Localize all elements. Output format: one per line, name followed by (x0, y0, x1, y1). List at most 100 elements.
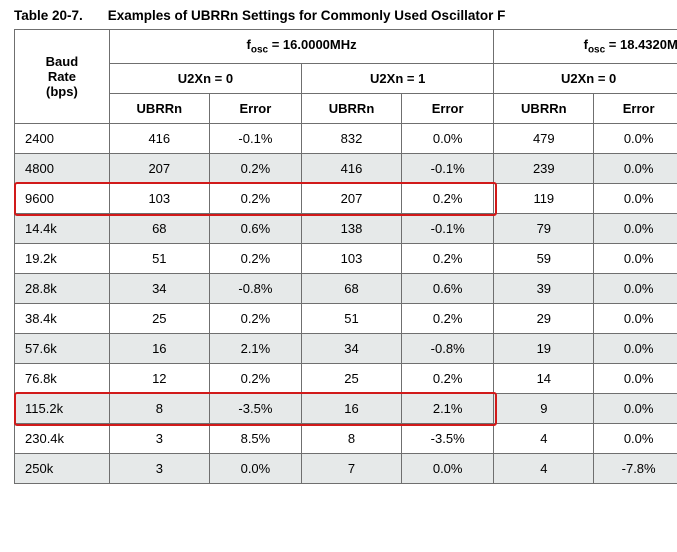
value-cell: 0.2% (402, 363, 494, 393)
viewport: { "title_label": "Table 20-7.", "title_t… (0, 0, 677, 552)
value-cell: 8 (109, 393, 209, 423)
value-cell: 0.2% (209, 243, 301, 273)
value-cell: 138 (302, 213, 402, 243)
col-ubrr-0: UBRRn (109, 93, 209, 123)
baud-cell: 14.4k (15, 213, 110, 243)
value-cell: 0.0% (402, 123, 494, 153)
baud-cell: 19.2k (15, 243, 110, 273)
value-cell: -0.8% (209, 273, 301, 303)
value-cell: 239 (494, 153, 594, 183)
value-cell: 0.0% (594, 333, 677, 363)
table-number: Table 20-7. (14, 8, 104, 23)
value-cell: 8.5% (209, 423, 301, 453)
u2x-0: U2Xn = 0 (109, 63, 301, 93)
value-cell: 0.2% (402, 303, 494, 333)
value-cell: 2.1% (209, 333, 301, 363)
table-row: 28.8k34-0.8%680.6%390.0%79 (15, 273, 677, 303)
col-err-2: Error (594, 93, 677, 123)
table-row: 57.6k162.1%34-0.8%190.0%39 (15, 333, 677, 363)
value-cell: -0.1% (209, 123, 301, 153)
value-cell: 0.2% (209, 183, 301, 213)
value-cell: 7 (302, 453, 402, 483)
baud-cell: 57.6k (15, 333, 110, 363)
value-cell: 59 (494, 243, 594, 273)
baud-cell: 76.8k (15, 363, 110, 393)
table-row: 76.8k120.2%250.2%140.0%29 (15, 363, 677, 393)
value-cell: -0.8% (402, 333, 494, 363)
value-cell: 16 (109, 333, 209, 363)
value-cell: -3.5% (402, 423, 494, 453)
freq-header-1: fosc = 18.4320MHz (494, 30, 677, 64)
value-cell: 2.1% (402, 393, 494, 423)
table-row: 48002070.2%416-0.1%2390.0%479 (15, 153, 677, 183)
value-cell: 68 (109, 213, 209, 243)
u2x-2: U2Xn = 0 (494, 63, 677, 93)
value-cell: 51 (109, 243, 209, 273)
value-cell: 25 (109, 303, 209, 333)
value-cell: -7.8% (594, 453, 677, 483)
value-cell: 0.0% (594, 423, 677, 453)
value-cell: 8 (302, 423, 402, 453)
value-cell: 0.2% (402, 243, 494, 273)
value-cell: 16 (302, 393, 402, 423)
value-cell: 51 (302, 303, 402, 333)
baud-cell: 28.8k (15, 273, 110, 303)
header-row-freq: Baud Rate (bps) fosc = 16.0000MHz fosc =… (15, 30, 677, 64)
col-ubrr-2: UBRRn (494, 93, 594, 123)
value-cell: 0.0% (594, 363, 677, 393)
baud-header: Baud Rate (bps) (15, 30, 110, 124)
value-cell: 9 (494, 393, 594, 423)
baud-cell: 4800 (15, 153, 110, 183)
value-cell: 0.2% (402, 183, 494, 213)
value-cell: 79 (494, 213, 594, 243)
value-cell: 34 (302, 333, 402, 363)
table-caption: Table 20-7. Examples of UBRRn Settings f… (0, 0, 677, 29)
value-cell: -0.1% (402, 213, 494, 243)
value-cell: 0.0% (594, 303, 677, 333)
value-cell: 0.0% (594, 243, 677, 273)
value-cell: 0.2% (209, 363, 301, 393)
value-cell: -0.1% (402, 153, 494, 183)
value-cell: 0.0% (594, 183, 677, 213)
value-cell: 416 (109, 123, 209, 153)
baud-cell: 38.4k (15, 303, 110, 333)
u2x-1: U2Xn = 1 (302, 63, 494, 93)
table-row: 19.2k510.2%1030.2%590.0%119 (15, 243, 677, 273)
value-cell: 0.0% (594, 123, 677, 153)
table-row: 14.4k680.6%138-0.1%790.0%159 (15, 213, 677, 243)
value-cell: 0.2% (209, 153, 301, 183)
value-cell: 39 (494, 273, 594, 303)
value-cell: 25 (302, 363, 402, 393)
value-cell: 68 (302, 273, 402, 303)
value-cell: 207 (109, 153, 209, 183)
value-cell: 0.0% (209, 453, 301, 483)
value-cell: 0.2% (209, 303, 301, 333)
value-cell: 19 (494, 333, 594, 363)
table-title: Examples of UBRRn Settings for Commonly … (108, 8, 506, 23)
value-cell: 0.0% (594, 153, 677, 183)
table-row: 250k30.0%70.0%4-7.8%8 (15, 453, 677, 483)
header-row-u2x: U2Xn = 0 U2Xn = 1 U2Xn = 0 U2Xn (15, 63, 677, 93)
value-cell: 0.0% (594, 393, 677, 423)
value-cell: 832 (302, 123, 402, 153)
value-cell: 0.0% (594, 213, 677, 243)
baud-cell: 9600 (15, 183, 110, 213)
baud-cell: 230.4k (15, 423, 110, 453)
table-row: 96001030.2%2070.2%1190.0%239 (15, 183, 677, 213)
header-row-cols: UBRRn Error UBRRn Error UBRRn Error UBRR… (15, 93, 677, 123)
col-err-0: Error (209, 93, 301, 123)
value-cell: -3.5% (209, 393, 301, 423)
value-cell: 207 (302, 183, 402, 213)
table-row: 230.4k38.5%8-3.5%40.0%9 (15, 423, 677, 453)
value-cell: 0.0% (594, 273, 677, 303)
value-cell: 14 (494, 363, 594, 393)
value-cell: 103 (109, 183, 209, 213)
ubrr-table: Baud Rate (bps) fosc = 16.0000MHz fosc =… (14, 29, 677, 484)
baud-cell: 2400 (15, 123, 110, 153)
value-cell: 0.6% (209, 213, 301, 243)
col-err-1: Error (402, 93, 494, 123)
freq-header-0: fosc = 16.0000MHz (109, 30, 494, 64)
value-cell: 0.0% (402, 453, 494, 483)
value-cell: 4 (494, 423, 594, 453)
table-row: 2400416-0.1%8320.0%4790.0%959 (15, 123, 677, 153)
